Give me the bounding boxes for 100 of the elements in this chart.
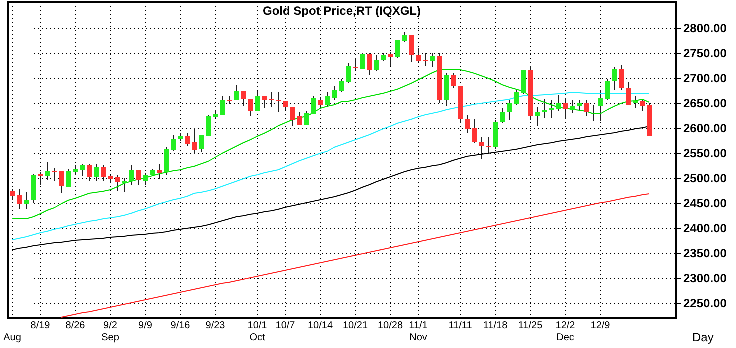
x-tick-label: 10/1 Oct [248, 320, 268, 344]
x-tick-label: 10/21 [342, 320, 368, 332]
y-tick-label: 2650.00 [684, 96, 728, 110]
y-tick-label: 2700.00 [684, 72, 728, 86]
candlestick [500, 108, 505, 124]
candlestick [521, 70, 526, 94]
line-series [12, 69, 650, 220]
x-axis-title: Day [692, 330, 714, 344]
y-tick-label: 2800.00 [684, 22, 728, 36]
candlestick [220, 96, 225, 116]
candlestick [626, 82, 631, 106]
candlestick [507, 100, 512, 120]
y-tick-label: 2400.00 [684, 222, 728, 236]
candlestick [269, 92, 274, 108]
y-tick-label: 2350.00 [684, 246, 728, 260]
x-tick-label: 8/19 [30, 320, 51, 332]
y-tick-label: 2550.00 [684, 146, 728, 160]
candlestick [514, 90, 519, 106]
y-tick-label: 2600.00 [684, 122, 728, 136]
x-tick-label: 9/2 Sep [102, 320, 120, 344]
candlestick [59, 171, 64, 194]
candlestick [465, 114, 470, 134]
candlestick [325, 92, 330, 108]
candlestick [17, 189, 22, 210]
candlestick [52, 168, 57, 182]
candlestick [164, 147, 169, 176]
candlestick [395, 40, 400, 59]
candlestick [318, 97, 323, 109]
candlestick [262, 96, 267, 109]
candlestick [45, 162, 50, 180]
candlestick [171, 134, 176, 152]
y-tick-label: 2450.00 [684, 196, 728, 210]
candlestick [430, 53, 435, 68]
candlestick [311, 96, 316, 114]
candlestick [388, 52, 393, 67]
candlestick [409, 34, 414, 63]
candlestick [584, 100, 589, 117]
candlestick [619, 64, 624, 91]
chart-title: Gold Spot Price,RT (IQXGL) [262, 4, 422, 18]
candlestick [451, 73, 456, 89]
candlestick [241, 91, 246, 107]
candlestick [276, 92, 281, 113]
candlestick [346, 63, 351, 84]
candlestick [136, 170, 141, 186]
candlestick [605, 79, 610, 100]
candlestick [374, 54, 379, 72]
candlestick [598, 90, 603, 122]
candlestick [199, 134, 204, 153]
y-tick-label: 2250.00 [684, 296, 728, 310]
candlestick [129, 165, 134, 186]
candlestick [24, 192, 29, 210]
candlestick [360, 53, 365, 70]
x-tick-label: 11/1 Nov [409, 320, 428, 344]
candlestick [353, 58, 358, 70]
x-tick-label: 9/9 [138, 320, 153, 332]
candlestick [332, 86, 337, 100]
candlestick [367, 53, 372, 76]
y-tick-label: 2750.00 [684, 46, 728, 60]
candlestick [556, 94, 561, 112]
candlestick [10, 189, 15, 200]
candlestick [535, 107, 540, 126]
candlestick [248, 98, 253, 116]
x-tick-label: Aug [4, 332, 22, 344]
candlestick [633, 96, 638, 109]
x-tick-label: 11/11 [448, 320, 473, 332]
candlestick [423, 53, 428, 67]
x-tick-label: 10/28 [378, 320, 404, 332]
candlestick [143, 173, 148, 186]
y-tick-label: 2300.00 [684, 272, 728, 286]
candlestick [206, 114, 211, 136]
candlestick [80, 164, 85, 177]
candlestick [563, 98, 568, 120]
candlestick [339, 79, 344, 93]
candlestick [38, 172, 43, 186]
candlestick [87, 164, 92, 182]
candlestick [570, 100, 575, 114]
x-tick-label: 10/7 [276, 320, 296, 332]
candlestick [416, 48, 421, 63]
x-tick-label: 8/26 [66, 320, 86, 332]
candlestick [472, 119, 477, 144]
candlestick [549, 100, 554, 119]
candlestick [157, 164, 162, 180]
candlestick [290, 107, 295, 127]
candlestick [66, 168, 71, 188]
line-series [61, 194, 650, 318]
candlestick [402, 32, 407, 43]
x-tick-label: 9/16 [170, 320, 191, 332]
candlestick [73, 165, 78, 176]
candlestick [255, 91, 260, 112]
x-tick-label: 11/18 [483, 320, 508, 332]
x-tick-label: 11/25 [518, 320, 544, 332]
candlestick [612, 67, 617, 90]
y-tick-label: 2500.00 [684, 172, 728, 186]
candlestick [192, 128, 197, 155]
x-tick-label: 12/9 [590, 320, 611, 332]
candlestick [591, 104, 596, 122]
candlestick [94, 164, 99, 182]
candlestick [101, 165, 106, 182]
candlestick [542, 99, 547, 119]
candlestick [640, 99, 645, 112]
